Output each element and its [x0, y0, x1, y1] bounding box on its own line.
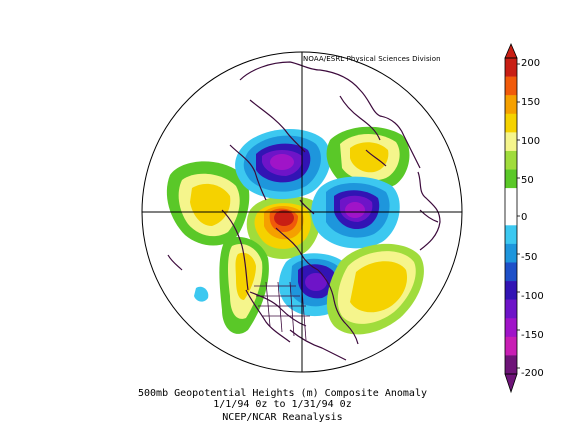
- colorbar-segment: [505, 132, 517, 152]
- colorbar-label: 200: [521, 58, 541, 69]
- colorbar-label: -150: [521, 330, 544, 341]
- colorbar-label: -200: [521, 368, 544, 379]
- colorbar-segment: [505, 188, 517, 208]
- colorbar-segment: [505, 243, 517, 263]
- colorbar-segment: [505, 299, 517, 319]
- colorbar-segments: [505, 58, 517, 375]
- colorbar-segment: [505, 262, 517, 282]
- colorbar-segment: [505, 318, 517, 338]
- colorbar-segment: [505, 113, 517, 133]
- colorbar-segment: [505, 206, 517, 226]
- colorbar-top-arrow: [504, 42, 518, 59]
- state-boundaries: [254, 281, 310, 341]
- colorbar-segment: [505, 355, 517, 375]
- colorbar-segment: [505, 169, 517, 189]
- colorbar-label: 100: [521, 136, 541, 147]
- europe-positive-anomaly: [326, 126, 410, 191]
- colorbar-label: 0: [521, 212, 528, 223]
- caption-title: 500mb Geopotential Heights (m) Composite…: [138, 388, 427, 399]
- colorbar-segment: [505, 281, 517, 300]
- colorbar-segment: [505, 336, 517, 356]
- credit-text: NOAA/ESRL Physical Sciences Division: [303, 55, 441, 63]
- atlantic-positive-anomaly: [326, 243, 424, 335]
- colorbar-segment: [505, 95, 517, 115]
- colorbar-ticks: [517, 63, 520, 369]
- anomaly-field: [166, 126, 424, 335]
- caption-dates: 1/1/94 0z to 1/31/94 0z: [213, 399, 352, 410]
- pacific-tongue-anomaly: [219, 236, 269, 334]
- colorbar-segment: [505, 76, 517, 96]
- pacific-positive-anomaly: [166, 161, 250, 246]
- colorbar-label: -100: [521, 291, 544, 302]
- colorbar-segment: [505, 225, 517, 245]
- caption-source: NCEP/NCAR Reanalysis: [222, 412, 343, 423]
- colorbar-segment: [505, 150, 517, 170]
- colorbar-label: 50: [521, 175, 534, 186]
- map-border: [141, 51, 463, 373]
- colorbar-segment: [505, 58, 517, 77]
- colorbar-label: 150: [521, 97, 541, 108]
- colorbar-label: -50: [521, 252, 538, 263]
- small-negative-patch: [194, 286, 209, 302]
